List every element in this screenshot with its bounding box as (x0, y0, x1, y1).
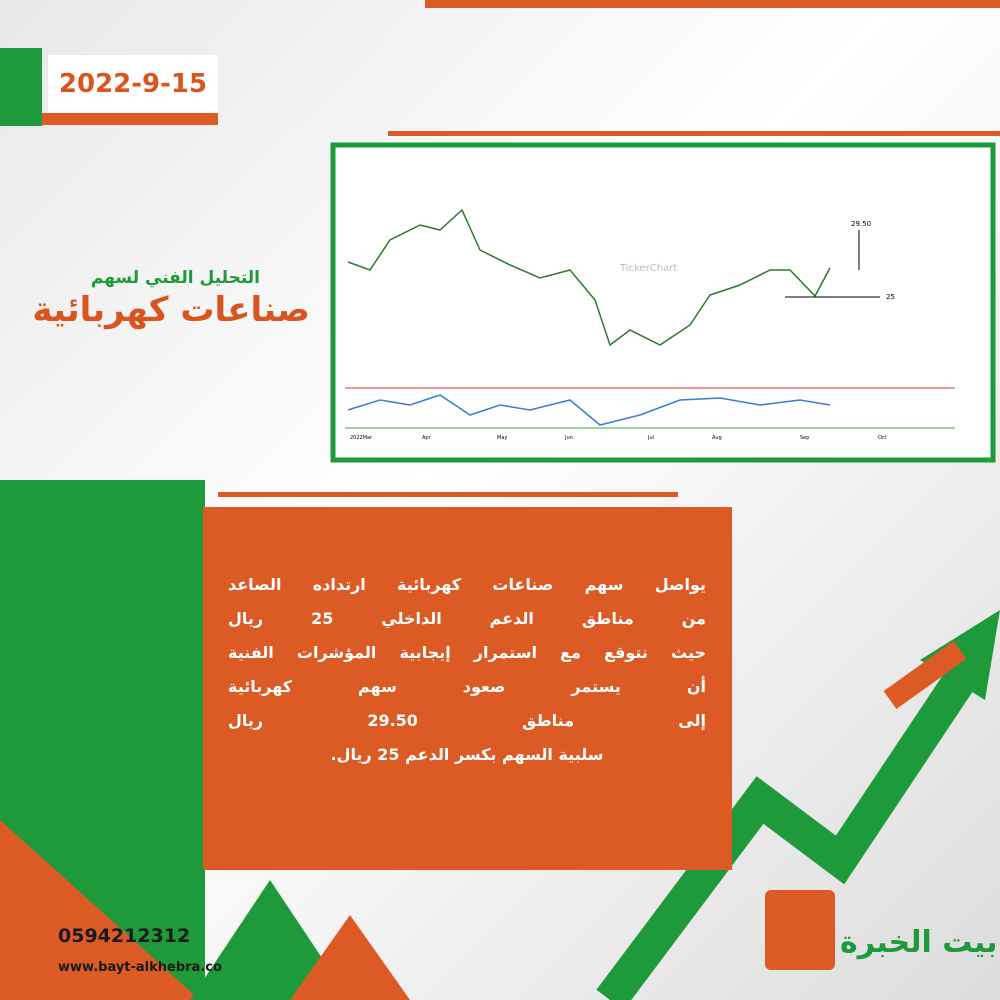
rsi-line (347, 394, 831, 426)
text-box (203, 507, 732, 870)
subtitle: التحليل الفني لسهم (90, 268, 260, 288)
month-label: Oct (878, 435, 887, 441)
square (765, 890, 835, 970)
body-line: يواصل سهم صناعات كهربائية ارتداده الصاعد (228, 575, 706, 594)
website: www.bayt-alkhebra.co (58, 960, 222, 975)
body: يواصل سهم صناعات كهربائية ارتداده الصاعد… (228, 568, 706, 772)
top-bar (425, 0, 1000, 8)
trend-arrow (596, 670, 975, 1000)
box-line (218, 492, 678, 497)
watermark: TickerChart (619, 263, 677, 274)
top-line (388, 131, 1000, 136)
body-line: سلبية السهم بكسر الدعم 25 ريال. (330, 745, 604, 764)
orange-corner (0, 820, 200, 1000)
month-label: 2022Mar (350, 435, 373, 441)
month-label: Aug (712, 435, 722, 441)
target-label: 29.50 (851, 220, 871, 228)
arrow-orange (290, 915, 410, 1000)
body-line: إلى مناطق 29.50 ريال (228, 711, 706, 730)
chart-frame (330, 142, 996, 463)
price-line (347, 208, 831, 347)
month-label: May (497, 435, 507, 441)
month-label: Sep (800, 435, 809, 441)
logo: بيت الخبرة (840, 925, 998, 960)
phone: 0594212312 (58, 925, 191, 947)
date-accent (0, 48, 42, 126)
trend-orange (883, 641, 967, 709)
title: صناعات كهربائية (32, 290, 310, 330)
arrow-green (190, 880, 350, 1000)
body-line: أن يستمر صعود سهم كهربائية (228, 677, 706, 696)
date: 2022-9-15 (48, 55, 218, 113)
date-underline (42, 113, 218, 125)
month-label: Jul (647, 435, 654, 441)
support-label: 25 (886, 293, 895, 301)
body-line: من مناطق الدعم الداخلي 25 ريال (228, 609, 707, 628)
month-label: Apr (422, 435, 432, 441)
month-label: Jun (564, 435, 573, 441)
body-line: حيث نتوقع مع استمرار إيجابية المؤشرات ال… (228, 643, 706, 662)
